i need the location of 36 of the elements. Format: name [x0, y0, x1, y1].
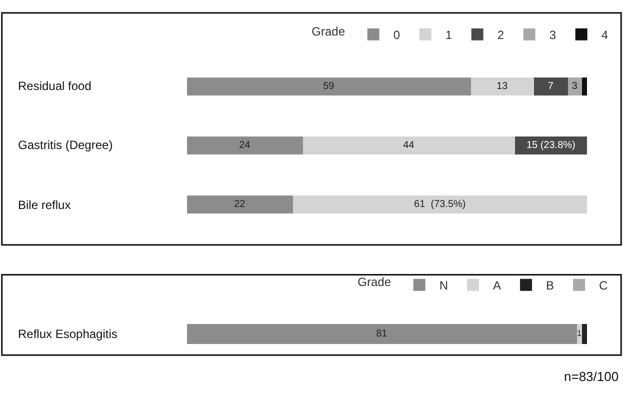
data-label: 22 [234, 199, 246, 210]
legend-label: 2 [497, 28, 504, 42]
bar [568, 78, 582, 96]
bar [302, 136, 515, 155]
legend-label: 0 [393, 28, 400, 42]
bar [582, 78, 587, 96]
annotation: n=83/100 [564, 369, 619, 384]
bar [534, 78, 568, 96]
data-label: 3 [572, 81, 578, 92]
y-tick-label: Residual food [18, 79, 92, 93]
data-label: 7 [548, 81, 554, 92]
legend-title: Grade [312, 24, 346, 38]
bar [292, 196, 587, 214]
legend-title: Grade [358, 274, 392, 289]
legend-label: C [599, 278, 608, 292]
legend-label: 1 [445, 28, 452, 42]
data-label: 44 [403, 140, 415, 152]
bar [186, 196, 293, 214]
legend-label: N [439, 278, 448, 292]
data-label: 81 [376, 328, 388, 340]
legend-label: 3 [549, 28, 556, 42]
y-tick-label: Gastritis (Degree) [18, 138, 113, 152]
legend-label: A [493, 278, 502, 292]
y-tick-label: Bile reflux [18, 198, 71, 212]
data-label: 59 [323, 81, 335, 92]
legend-label: 4 [601, 28, 608, 42]
bar [470, 78, 534, 96]
data-label: 15 (23.8%) [526, 140, 576, 152]
data-label: 13 [496, 81, 508, 92]
bar [186, 136, 303, 155]
data-label: 1 [576, 328, 582, 338]
bar [186, 78, 471, 96]
y-tick-label: Reflux Esophagitis [18, 327, 118, 341]
legend-label: B [546, 278, 554, 292]
data-label: 24 [239, 140, 251, 152]
data-label: 61 (73.5%) [414, 199, 466, 210]
